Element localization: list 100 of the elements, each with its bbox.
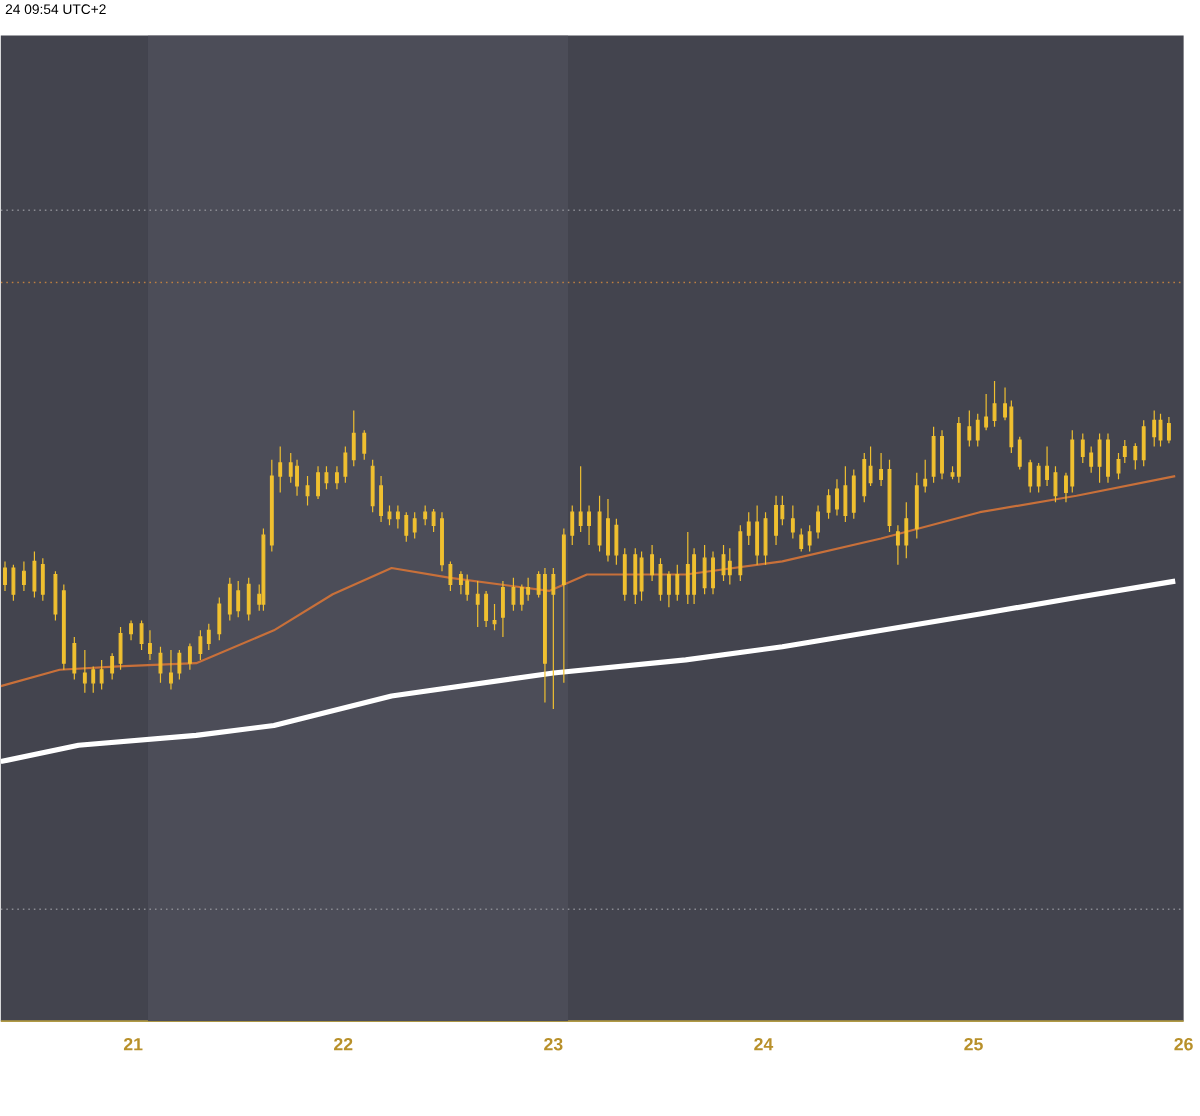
candlestick (843, 465, 848, 523)
candlestick (967, 409, 972, 448)
candlestick (40, 557, 45, 602)
candlestick (1017, 436, 1022, 471)
candlestick (835, 478, 839, 517)
candlestick (578, 465, 583, 533)
candlestick (387, 505, 392, 526)
candlestick (412, 511, 417, 540)
candlestick (227, 577, 232, 622)
candlestick (931, 426, 936, 484)
candlestick (570, 505, 575, 546)
candlestick (217, 597, 222, 641)
candlestick (110, 652, 115, 681)
candlestick (99, 659, 104, 691)
candlestick (3, 560, 7, 592)
candlestick (423, 505, 428, 526)
candlestick (343, 446, 348, 484)
candlestick (975, 413, 980, 448)
candlestick (1116, 452, 1121, 481)
candlestick (862, 452, 867, 504)
candlestick (711, 551, 715, 595)
candlestick (914, 472, 919, 540)
candlestick (82, 649, 87, 694)
candlestick (1133, 442, 1138, 471)
candlestick (53, 570, 58, 622)
x-tick-label: 25 (964, 1038, 983, 1051)
candlestick (633, 547, 638, 605)
candlestick (187, 642, 192, 671)
candlestick (1106, 432, 1110, 484)
candlestick (650, 544, 655, 582)
candlestick (316, 465, 320, 500)
candlestick (21, 560, 26, 592)
candlestick (727, 547, 732, 586)
candlestick (177, 649, 182, 681)
candlestick (1166, 416, 1171, 444)
candlestick (500, 580, 505, 638)
candlestick (879, 452, 884, 487)
candlestick (1045, 446, 1049, 487)
candlestick (746, 511, 751, 546)
candlestick (1089, 446, 1094, 474)
candlestick (278, 446, 283, 494)
candlestick (1028, 459, 1033, 494)
candlestick (404, 511, 409, 543)
candlestick (887, 459, 892, 533)
candlestick (606, 498, 610, 563)
candlestick (816, 505, 820, 540)
candlestick (1097, 432, 1102, 484)
candlestick (666, 570, 671, 609)
candlestick (91, 665, 96, 694)
candlestick (984, 393, 989, 431)
candlestick (61, 583, 66, 671)
candlestick (587, 505, 591, 546)
candlestick (622, 547, 627, 602)
candlestick (261, 528, 266, 612)
candlestick (158, 646, 163, 684)
candlestick (774, 495, 778, 546)
candlestick (685, 531, 690, 605)
x-tick-label: 26 (1174, 1038, 1193, 1051)
candlestick (940, 429, 944, 481)
candlestick (923, 459, 928, 494)
candlestick (72, 636, 77, 681)
candlestick (295, 459, 299, 497)
candlestick (597, 495, 602, 553)
candlestick (826, 488, 831, 520)
candlestick (702, 544, 707, 595)
candlestick (305, 475, 310, 507)
candlestick (431, 508, 436, 533)
candlestick (511, 577, 516, 612)
candlestick (324, 465, 329, 490)
candlestick (543, 567, 547, 704)
candlestick (448, 560, 453, 592)
candlestick (484, 590, 489, 628)
candlestick (465, 574, 470, 602)
candlestick (956, 416, 961, 484)
candlestick (379, 475, 383, 523)
x-tick-label: 24 (754, 1038, 774, 1051)
x-tick-label: 21 (123, 1038, 143, 1051)
candlestick (551, 567, 556, 710)
candlestick (738, 524, 743, 582)
candlestick (475, 580, 480, 628)
candlestick (614, 518, 619, 566)
candlestick (1070, 429, 1075, 494)
candlestick (362, 429, 367, 461)
candlestick (169, 649, 173, 691)
candlestick (807, 524, 812, 553)
x-tick-label: 22 (334, 1038, 353, 1051)
candlestick (1141, 419, 1146, 467)
candlestick (129, 619, 133, 641)
candlestick (851, 469, 856, 520)
x-tick-label: 23 (544, 1038, 563, 1051)
candlestick (11, 564, 16, 602)
candlestick (1080, 432, 1085, 464)
candlestick (755, 505, 760, 566)
candlestick (561, 528, 566, 684)
candlestick (790, 505, 795, 540)
candlestick (658, 557, 663, 602)
candlestick (721, 544, 726, 582)
candlestick (370, 459, 375, 513)
candlestick (118, 626, 123, 671)
candlestick (335, 465, 339, 490)
